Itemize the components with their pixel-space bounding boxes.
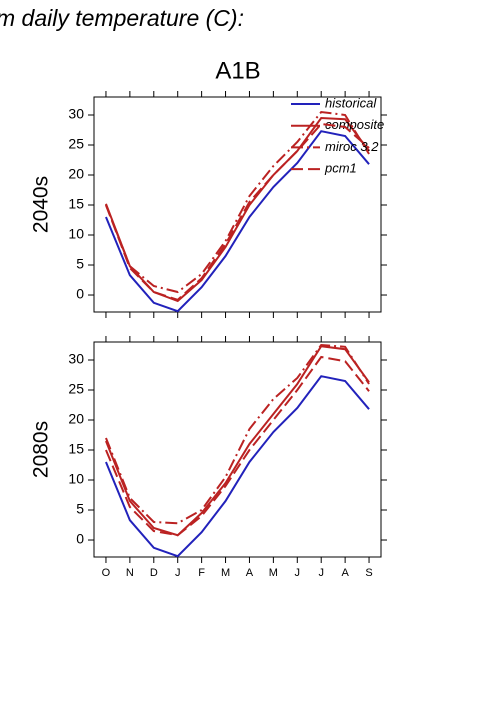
y-tick-label: 5 — [76, 256, 84, 272]
line-series — [105, 130, 370, 313]
x-tick-label: M — [221, 567, 230, 579]
x-tick-label: A — [246, 567, 254, 579]
y-tick-label: 30 — [68, 351, 84, 367]
x-tick-label: M — [269, 567, 278, 579]
y-axis-label: 2080s — [30, 421, 53, 478]
y-tick-label: 10 — [68, 471, 84, 487]
y-axis-label: 2040s — [30, 176, 53, 233]
y-tick-label: 0 — [76, 531, 84, 547]
y-tick-label: 20 — [68, 166, 84, 182]
plot-frame — [93, 96, 382, 313]
legend-label: composite — [325, 117, 384, 132]
y-tick-label: 10 — [68, 226, 84, 242]
line-series — [105, 355, 370, 537]
line-series — [105, 375, 370, 558]
x-tick-label: J — [295, 567, 301, 579]
x-tick-label: D — [150, 567, 158, 579]
line-series — [105, 345, 370, 537]
plot-frame — [93, 341, 382, 558]
y-tick-label: 25 — [68, 136, 84, 152]
legend-label: miroc 3.2 — [325, 139, 379, 154]
x-tick-label: S — [365, 567, 372, 579]
legend-label: historical — [325, 95, 377, 110]
x-tick-label: J — [318, 567, 324, 579]
y-tick-label: 15 — [68, 196, 84, 212]
x-tick-label: N — [126, 567, 134, 579]
y-tick-label: 30 — [68, 106, 84, 122]
x-tick-label: A — [341, 567, 349, 579]
x-tick-label: F — [198, 567, 205, 579]
y-tick-label: 25 — [68, 381, 84, 397]
y-tick-label: 0 — [76, 286, 84, 302]
y-tick-label: 15 — [68, 441, 84, 457]
chart-title: A1B — [215, 57, 260, 84]
y-tick-label: 20 — [68, 411, 84, 427]
line-series — [105, 343, 370, 525]
line-series — [105, 110, 370, 294]
x-tick-label: J — [175, 567, 181, 579]
y-tick-label: 5 — [76, 501, 84, 517]
legend-label: pcm1 — [324, 161, 357, 176]
line-series — [105, 122, 370, 301]
x-tick-label: O — [102, 567, 111, 579]
page-title: m daily temperature (C): — [0, 5, 244, 31]
